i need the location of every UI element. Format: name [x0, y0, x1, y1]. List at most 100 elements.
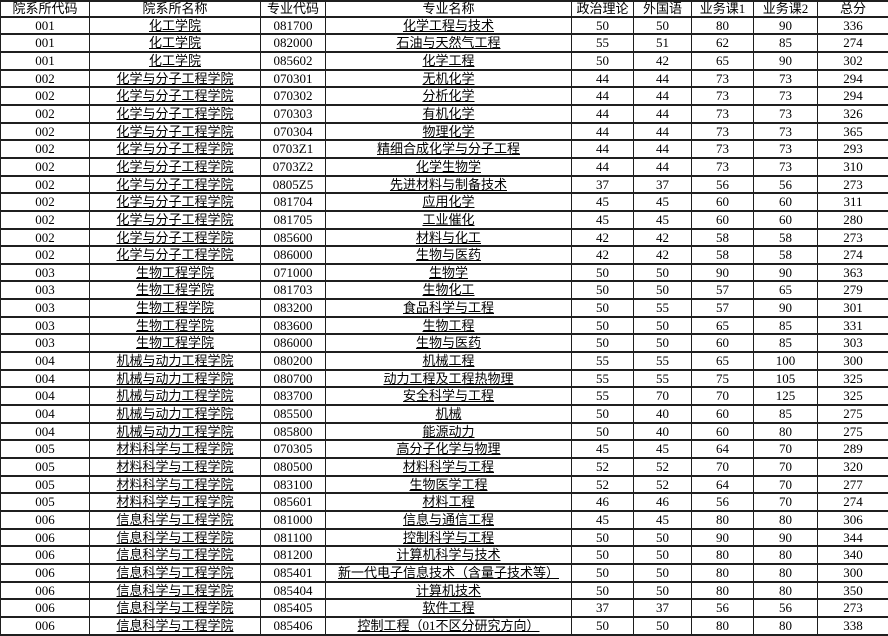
cell-major-code: 085800: [260, 421, 326, 442]
cell-dept-name: 信息科学与工程学院: [89, 615, 261, 636]
cell-total-score: 303: [817, 333, 888, 354]
cell-course2-score: 73: [753, 139, 818, 159]
cell-course1-score: 80: [691, 510, 754, 530]
cell-foreign-language-score: 37: [633, 598, 692, 618]
cell-dept-name: 化学与分子工程学院: [89, 86, 261, 106]
table-row: 002 化学与分子工程学院 081704 应用化学 45 45 60 60 311: [0, 192, 888, 212]
cell-total-score: 310: [817, 156, 888, 177]
cell-foreign-language-score: 50: [633, 333, 692, 354]
cell-course2-score: 125: [753, 386, 818, 407]
cell-course2-score: 90: [753, 15, 818, 36]
cell-total-score: 306: [817, 510, 888, 530]
cell-course1-score: 80: [691, 545, 754, 565]
table-row: 003 生物工程学院 083600 生物工程 50 50 65 85 331: [0, 315, 888, 336]
cell-dept-name: 机械与动力工程学院: [89, 368, 261, 389]
cell-dept-name: 机械与动力工程学院: [89, 386, 261, 407]
cell-total-score: 350: [817, 580, 888, 601]
cell-politics-score: 44: [571, 86, 634, 106]
cell-politics-score: 50: [571, 527, 634, 548]
cell-major-code: 070301: [260, 68, 326, 89]
cell-dept-name: 机械与动力工程学院: [89, 421, 261, 442]
cell-politics-score: 50: [571, 15, 634, 36]
cell-course2-score: 90: [753, 298, 818, 318]
cell-politics-score: 45: [571, 209, 634, 230]
cell-major-name: 无机化学: [325, 68, 572, 89]
cell-total-score: 274: [817, 492, 888, 512]
cell-major-name: 生物医学工程: [325, 474, 572, 495]
cell-course2-score: 70: [753, 457, 818, 477]
cell-total-score: 344: [817, 527, 888, 548]
cell-dept-code: 006: [0, 510, 90, 530]
cell-total-score: 331: [817, 315, 888, 336]
table-row: 004 机械与动力工程学院 085500 机械 50 40 60 85 275: [0, 404, 888, 424]
cell-politics-score: 37: [571, 174, 634, 195]
cell-dept-code: 004: [0, 351, 90, 371]
table-row: 004 机械与动力工程学院 083700 安全科学与工程 55 70 70 125 325: [0, 386, 888, 407]
cell-foreign-language-score: 42: [633, 245, 692, 265]
cell-major-name: 物理化学: [325, 121, 572, 142]
table-row: 005 材料科学与工程学院 083100 生物医学工程 52 52 64 70 277: [0, 474, 888, 495]
cell-dept-code: 005: [0, 474, 90, 495]
cell-course1-score: 90: [691, 262, 754, 283]
column-header-foreign-language-score: 外国语: [633, 0, 692, 18]
cell-politics-score: 55: [571, 368, 634, 389]
table-row: 002 化学与分子工程学院 0805Z5 先进材料与制备技术 37 37 56 56 273: [0, 174, 888, 195]
cell-course1-score: 60: [691, 421, 754, 442]
cell-major-name: 机械工程: [325, 351, 572, 371]
cell-foreign-language-score: 50: [633, 527, 692, 548]
column-header-dept-code: 院系所代码: [0, 0, 90, 18]
column-header-course2-score: 业务课2: [753, 0, 818, 18]
cell-major-code: 081705: [260, 209, 326, 230]
cell-dept-code: 001: [0, 50, 90, 71]
table-row: 002 化学与分子工程学院 0703Z1 精细合成化学与分子工程 44 44 73 73 293: [0, 139, 888, 159]
cell-foreign-language-score: 44: [633, 68, 692, 89]
cell-major-name: 能源动力: [325, 421, 572, 442]
cell-politics-score: 50: [571, 50, 634, 71]
cell-major-code: 082000: [260, 33, 326, 53]
cell-politics-score: 45: [571, 192, 634, 212]
cell-course2-score: 80: [753, 421, 818, 442]
cell-politics-score: 50: [571, 404, 634, 424]
cell-politics-score: 50: [571, 333, 634, 354]
cell-total-score: 279: [817, 280, 888, 301]
cell-dept-code: 004: [0, 421, 90, 442]
cell-course1-score: 73: [691, 121, 754, 142]
cell-dept-name: 化工学院: [89, 50, 261, 71]
cell-dept-name: 化学与分子工程学院: [89, 245, 261, 265]
cell-major-name: 分析化学: [325, 86, 572, 106]
cell-major-name: 生物工程: [325, 315, 572, 336]
cell-total-score: 326: [817, 103, 888, 124]
cell-course2-score: 85: [753, 404, 818, 424]
cell-major-code: 070303: [260, 103, 326, 124]
cell-foreign-language-score: 50: [633, 262, 692, 283]
cell-politics-score: 50: [571, 615, 634, 636]
cell-politics-score: 50: [571, 563, 634, 583]
cell-course2-score: 80: [753, 545, 818, 565]
cell-total-score: 301: [817, 298, 888, 318]
table-row: 002 化学与分子工程学院 0703Z2 化学生物学 44 44 73 73 310: [0, 156, 888, 177]
cell-total-score: 363: [817, 262, 888, 283]
cell-major-name: 工业催化: [325, 209, 572, 230]
cell-foreign-language-score: 52: [633, 474, 692, 495]
cell-course1-score: 80: [691, 580, 754, 601]
table-row: 003 生物工程学院 083200 食品科学与工程 50 55 57 90 301: [0, 298, 888, 318]
cell-course1-score: 65: [691, 351, 754, 371]
cell-major-name: 应用化学: [325, 192, 572, 212]
cell-dept-code: 002: [0, 209, 90, 230]
cell-foreign-language-score: 50: [633, 545, 692, 565]
cell-course1-score: 56: [691, 598, 754, 618]
cell-politics-score: 44: [571, 139, 634, 159]
cell-foreign-language-score: 55: [633, 298, 692, 318]
table-row: 005 材料科学与工程学院 070305 高分子化学与物理 45 45 64 70 289: [0, 439, 888, 460]
cell-dept-name: 化学与分子工程学院: [89, 209, 261, 230]
cell-course2-score: 85: [753, 333, 818, 354]
cell-course1-score: 73: [691, 68, 754, 89]
cell-dept-name: 材料科学与工程学院: [89, 439, 261, 460]
cell-course1-score: 57: [691, 298, 754, 318]
cell-major-name: 软件工程: [325, 598, 572, 618]
cell-course1-score: 80: [691, 15, 754, 36]
cell-course2-score: 73: [753, 86, 818, 106]
cell-politics-score: 37: [571, 598, 634, 618]
cell-dept-name: 生物工程学院: [89, 315, 261, 336]
table-row: 002 化学与分子工程学院 070301 无机化学 44 44 73 73 294: [0, 68, 888, 89]
